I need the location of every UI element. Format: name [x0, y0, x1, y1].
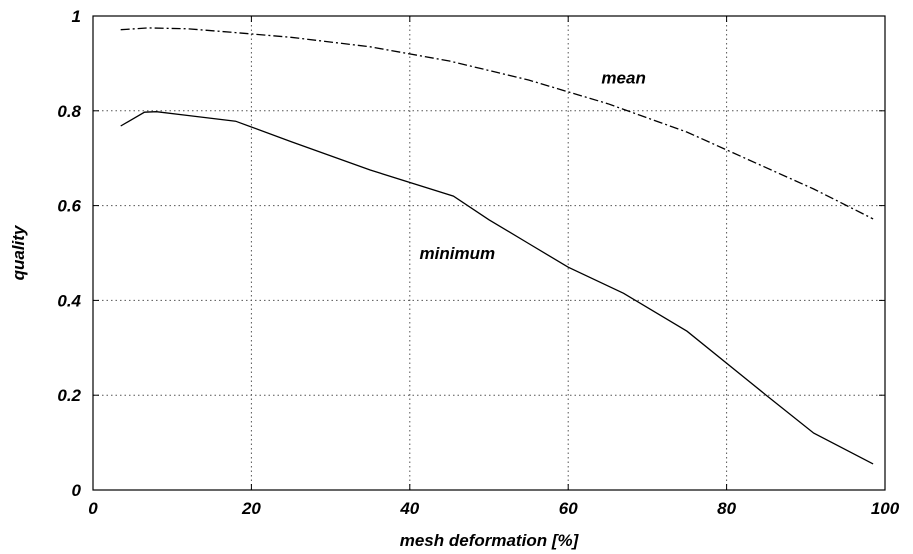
y-tick-label: 0.6 — [57, 197, 81, 216]
x-tick-label: 0 — [88, 499, 98, 518]
y-tick-label: 1 — [72, 7, 81, 26]
y-tick-label: 0.4 — [57, 291, 81, 310]
annotation-minimum: minimum — [420, 244, 496, 263]
x-tick-label: 20 — [241, 499, 261, 518]
x-tick-label: 80 — [717, 499, 736, 518]
series-layer — [120, 27, 874, 465]
series-line-minimum — [120, 111, 874, 465]
x-axis-label: mesh deformation [%] — [400, 531, 580, 550]
plot-frame — [92, 15, 886, 491]
annotations: mean minimum — [420, 69, 646, 263]
x-tick-label: 60 — [559, 499, 578, 518]
y-tick-label: 0.2 — [57, 386, 81, 405]
y-tick-label: 0 — [72, 481, 82, 500]
series-line-mean — [120, 27, 874, 220]
y-axis-label: quality — [9, 224, 28, 280]
grid — [93, 16, 885, 490]
x-tick-label: 40 — [399, 499, 419, 518]
y-tick-label: 0.8 — [57, 102, 81, 121]
annotation-mean: mean — [601, 69, 645, 88]
x-tick-label: 100 — [871, 499, 900, 518]
ticks: 0 20 40 60 80 100 0 0.2 0.4 0.6 0.8 1 — [57, 7, 899, 518]
